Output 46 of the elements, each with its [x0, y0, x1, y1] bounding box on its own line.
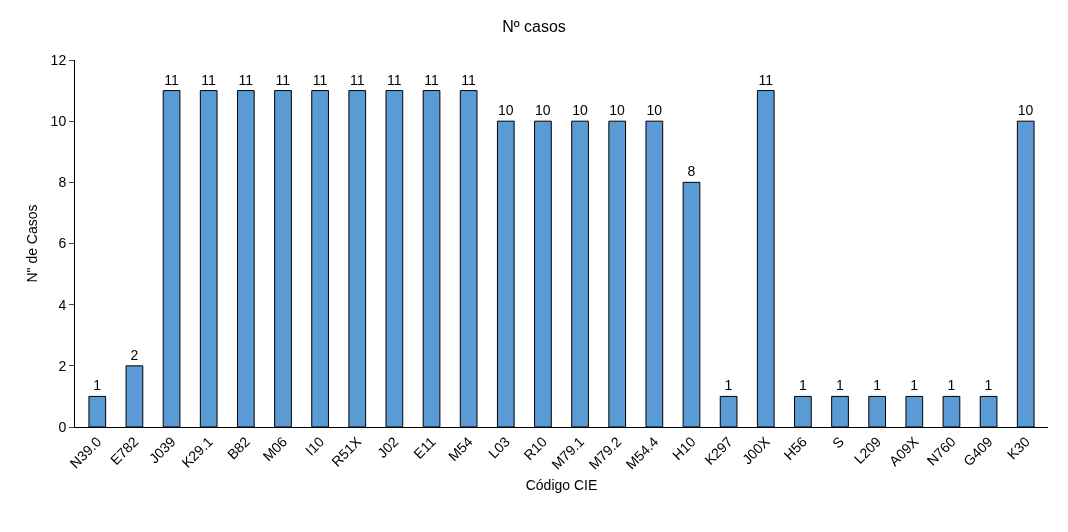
y-tick-label: 10	[50, 113, 67, 130]
data-label: 8	[687, 163, 696, 180]
x-tick-label: H56	[780, 433, 811, 464]
x-axis-title: Código CIE	[525, 476, 598, 493]
y-axis-title: N" de Casos	[24, 204, 40, 283]
y-tick-label: 4	[58, 296, 67, 313]
y-tick-label: 2	[58, 357, 67, 374]
data-label: 11	[387, 71, 402, 88]
data-label: 1	[873, 377, 882, 394]
data-label: 11	[349, 71, 365, 88]
data-label: 10	[1017, 102, 1034, 119]
data-label: 1	[798, 377, 807, 394]
data-label: 11	[275, 71, 291, 88]
data-label: 1	[836, 377, 845, 394]
x-tick-label: R10	[520, 433, 551, 464]
data-label: 10	[535, 102, 551, 119]
x-tick-label: I10	[302, 433, 328, 459]
x-tick-label: K30	[1003, 433, 1033, 463]
y-tick-label: 6	[58, 235, 67, 252]
x-tick-label: S	[829, 433, 848, 452]
data-label: 11	[238, 71, 254, 88]
data-label: 11	[164, 71, 179, 88]
data-label: 11	[461, 71, 477, 88]
x-tick-label: B82	[223, 433, 254, 463]
data-label: 11	[424, 71, 439, 88]
data-label: 10	[572, 102, 588, 119]
y-tick-label: 0	[58, 418, 67, 435]
x-tick-label: H10	[669, 433, 699, 464]
x-tick-label: J02	[374, 433, 402, 461]
data-label: 1	[947, 377, 956, 394]
data-label: 11	[201, 71, 217, 88]
x-tick-label: E11	[410, 433, 439, 462]
data-label: 10	[609, 102, 626, 119]
data-label: 1	[93, 377, 102, 394]
data-label: 2	[130, 346, 139, 363]
data-label: 11	[758, 71, 774, 88]
data-label: 10	[497, 102, 514, 119]
data-label: 1	[724, 377, 733, 394]
y-tick-label: 8	[58, 174, 67, 191]
y-tick-label: 12	[50, 51, 67, 68]
data-label: 11	[312, 71, 328, 88]
chart-title: Nº casos	[502, 18, 566, 36]
x-tick-label: L03	[485, 433, 514, 462]
data-label: 1	[910, 377, 919, 394]
data-label: 10	[646, 102, 663, 119]
data-label: 1	[984, 377, 993, 394]
